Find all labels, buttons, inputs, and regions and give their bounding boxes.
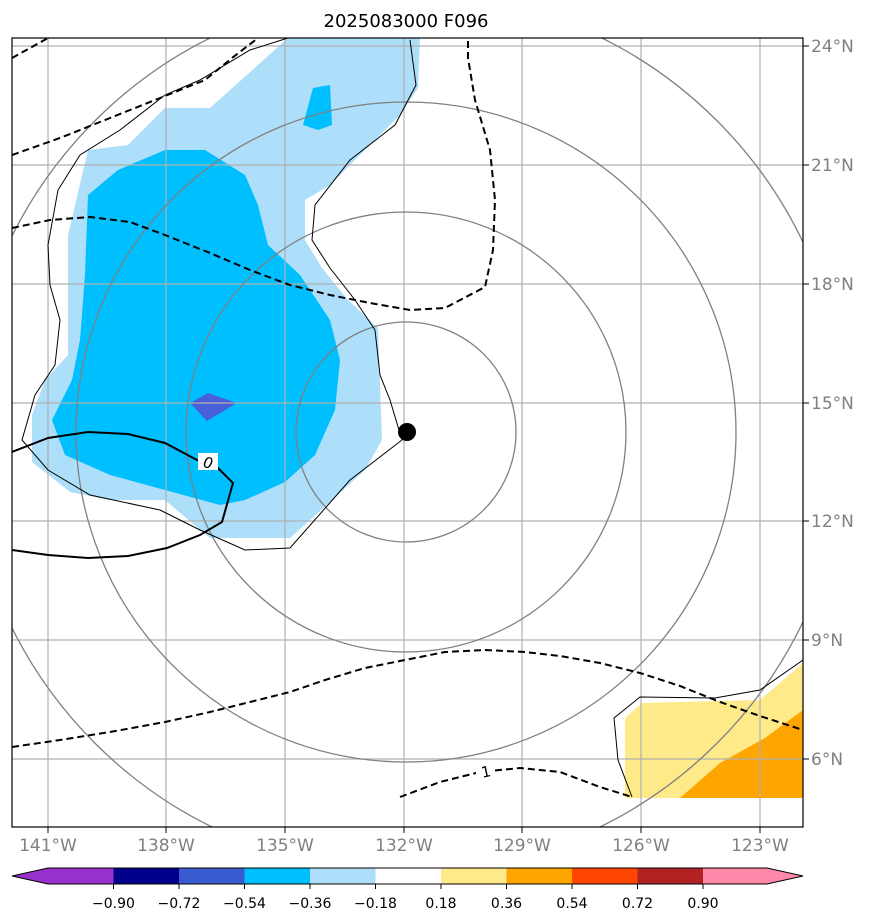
colorbar-extend-high: [767, 868, 803, 884]
colorbar-outline: [11, 867, 804, 885]
lat-label-24n: 24°N: [811, 37, 854, 57]
lon-label-123w: 123°W: [731, 836, 789, 856]
map-frame: [11, 37, 804, 828]
outline-contour-west: [21, 38, 417, 551]
lat-label-9n: 9°N: [811, 631, 843, 651]
fill-royal-blue-patch: [190, 393, 237, 421]
lat-label-21n: 21°N: [811, 156, 854, 176]
lat-label-12n: 12°N: [811, 512, 854, 532]
lat-label-6n: 6°N: [811, 750, 843, 770]
colorbar-bin-1: [48, 868, 114, 884]
figure-title: 2025083000 F096: [324, 11, 489, 32]
lon-label-141w: 141°W: [19, 836, 77, 856]
dashed-contour-c: [12, 38, 497, 312]
lon-label-138w: 138°W: [137, 836, 195, 856]
range-ring-3: [75, 101, 737, 763]
range-ring-2: [185, 211, 627, 653]
colorbar-label-4: −0.36: [289, 896, 332, 912]
range-ring-1: [295, 321, 517, 543]
dashed-contours: [12, 38, 803, 798]
fill-orange-region: [680, 710, 803, 798]
colorbar-label-7: 0.36: [491, 896, 522, 912]
colorbar-label-10: 0.90: [687, 896, 718, 912]
contour-label-0-bg: [198, 453, 218, 470]
colorbar-bin-8: [506, 868, 572, 884]
fill-blue-region: [52, 150, 340, 505]
dashed-contour-b: [12, 38, 259, 156]
map-area: [12, 38, 803, 827]
lat-label-18n: 18°N: [811, 275, 854, 295]
colorbar-bin-7: [441, 868, 507, 884]
colorbar-label-3: −0.54: [223, 896, 266, 912]
storm-center-marker: [398, 423, 416, 441]
colorbar-label-1: −0.90: [92, 896, 135, 912]
lon-tick-labels: 141°W 138°W 135°W 132°W 129°W 126°W 123°…: [19, 827, 789, 856]
colorbar-label-5: −0.18: [354, 896, 397, 912]
lon-label-132w: 132°W: [375, 836, 433, 856]
colorbar-bin-2: [113, 868, 179, 884]
colorbar-label-6: 0.18: [425, 896, 456, 912]
colorbar-label-8: 0.54: [556, 896, 587, 912]
colorbar-label-9: 0.72: [622, 896, 653, 912]
contour-label-1: 1: [479, 762, 492, 782]
lon-label-135w: 135°W: [256, 836, 314, 856]
outline-contour-southeast: [613, 659, 803, 798]
contour-label-1-bg: [476, 763, 494, 780]
colorbar-ticks: [113, 884, 704, 889]
colorbar-bin-5: [310, 868, 376, 884]
colorbar-bin-9: [572, 868, 638, 884]
lat-tick-labels: 24°N 21°N 18°N 15°N 12°N 9°N 6°N: [803, 37, 854, 770]
lat-label-15n: 15°N: [811, 394, 854, 414]
range-rings: [12, 38, 803, 827]
zero-contour-line: [12, 430, 235, 560]
dashed-contour-d: [12, 648, 803, 748]
colorbar-bin-3: [179, 868, 245, 884]
colorbar-extend-low: [12, 868, 48, 884]
colorbar-bin-4: [244, 868, 310, 884]
dashed-contour-a: [12, 38, 49, 59]
colorbar-label-2: −0.72: [158, 896, 201, 912]
colorbar-bin-10: [637, 868, 703, 884]
colorbar-bin-6: [375, 868, 441, 884]
lon-label-129w: 129°W: [493, 836, 551, 856]
fill-blue-patch-north: [303, 85, 332, 130]
colorbar-bin-11: [703, 868, 767, 884]
colorbar: −0.90 −0.72 −0.54 −0.36 −0.18 0.18 0.36 …: [11, 867, 804, 912]
dashed-contour-e: [399, 766, 633, 798]
lon-label-126w: 126°W: [612, 836, 670, 856]
